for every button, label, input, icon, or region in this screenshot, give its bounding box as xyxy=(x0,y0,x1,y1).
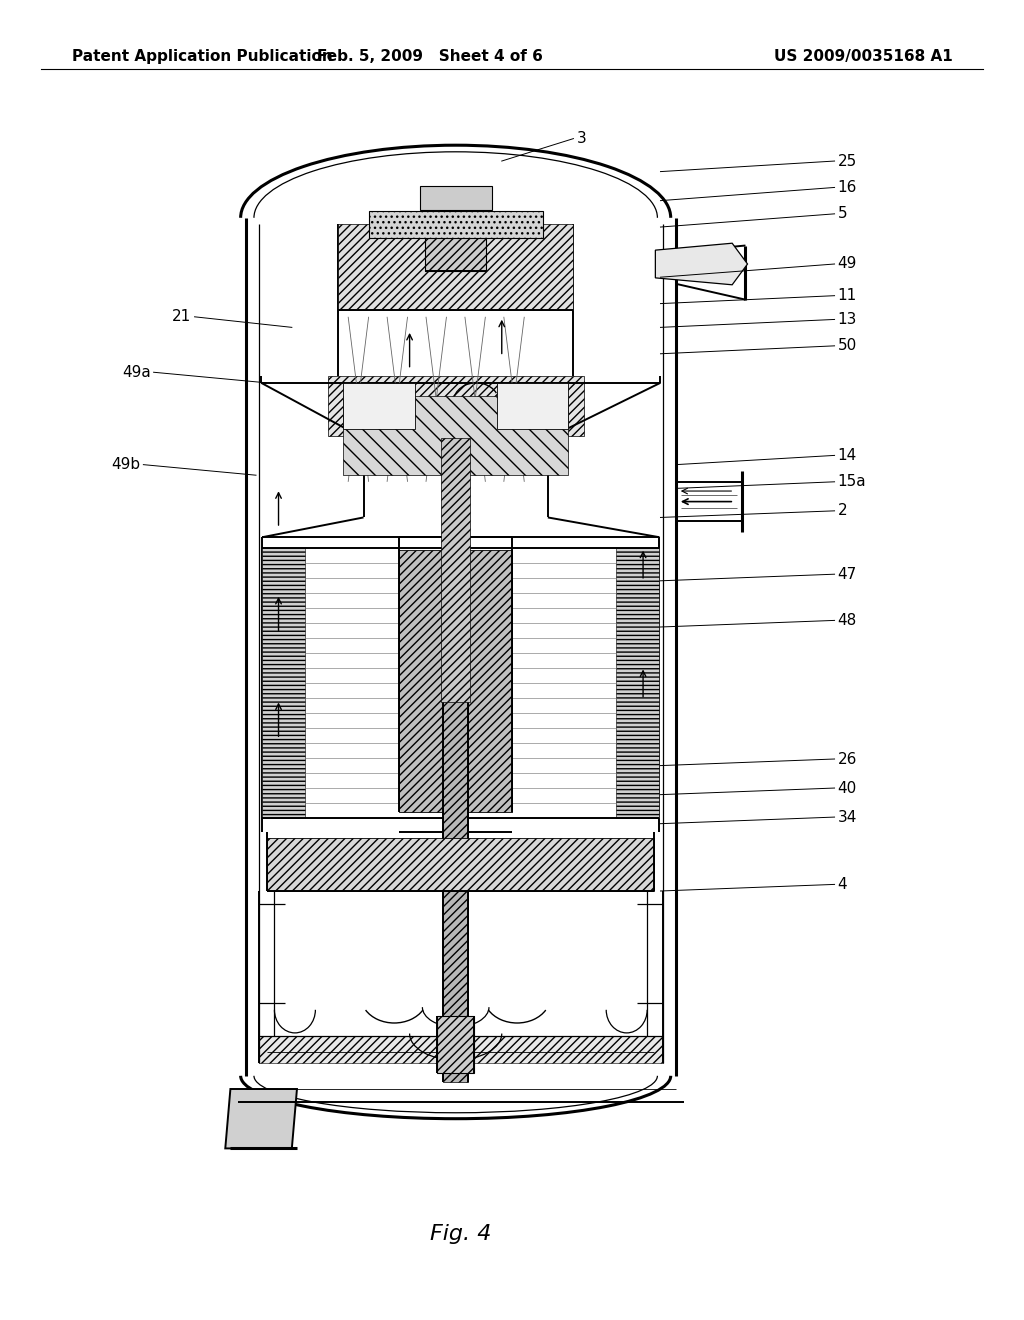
Bar xyxy=(267,838,654,891)
Text: 14: 14 xyxy=(838,447,857,463)
Text: 4: 4 xyxy=(838,876,847,892)
Text: 21: 21 xyxy=(172,309,191,325)
Text: 25: 25 xyxy=(838,153,857,169)
Text: 13: 13 xyxy=(838,312,857,327)
Text: 49: 49 xyxy=(838,256,857,272)
Bar xyxy=(497,383,568,429)
Bar xyxy=(328,376,584,436)
Bar xyxy=(338,224,573,310)
Bar xyxy=(420,186,492,210)
Text: 48: 48 xyxy=(838,612,857,628)
Text: 16: 16 xyxy=(838,180,857,195)
Text: Feb. 5, 2009   Sheet 4 of 6: Feb. 5, 2009 Sheet 4 of 6 xyxy=(317,49,543,65)
Text: US 2009/0035168 A1: US 2009/0035168 A1 xyxy=(773,49,952,65)
Bar xyxy=(343,383,415,429)
Polygon shape xyxy=(655,243,748,285)
Bar xyxy=(443,537,468,1082)
Text: 47: 47 xyxy=(838,566,857,582)
Bar xyxy=(399,550,512,812)
Text: 5: 5 xyxy=(838,206,847,222)
Text: 2: 2 xyxy=(838,503,847,519)
Text: 34: 34 xyxy=(838,809,857,825)
Text: Fig. 4: Fig. 4 xyxy=(430,1224,492,1245)
Text: 3: 3 xyxy=(577,131,587,147)
Bar xyxy=(616,548,659,818)
Bar xyxy=(262,548,305,818)
Bar xyxy=(437,1016,474,1073)
Bar xyxy=(441,438,470,702)
Bar xyxy=(425,224,486,271)
Text: 50: 50 xyxy=(838,338,857,354)
Text: 26: 26 xyxy=(838,751,857,767)
Polygon shape xyxy=(225,1089,297,1148)
Text: 40: 40 xyxy=(838,780,857,796)
Text: 49b: 49b xyxy=(112,457,140,473)
Bar xyxy=(369,211,543,238)
Bar xyxy=(343,396,568,475)
Text: 11: 11 xyxy=(838,288,857,304)
Text: 49a: 49a xyxy=(122,364,151,380)
Text: Patent Application Publication: Patent Application Publication xyxy=(72,49,333,65)
Bar xyxy=(259,1036,663,1063)
Text: 15a: 15a xyxy=(838,474,866,490)
